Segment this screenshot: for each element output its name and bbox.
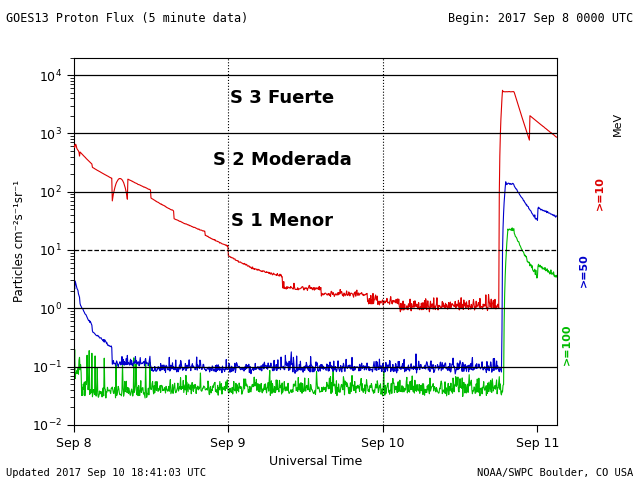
Y-axis label: Particles cm⁻²s⁻¹sr⁻¹: Particles cm⁻²s⁻¹sr⁻¹	[13, 180, 26, 302]
Text: >=50: >=50	[579, 254, 589, 288]
Text: NOAA/SWPC Boulder, CO USA: NOAA/SWPC Boulder, CO USA	[477, 468, 634, 478]
Text: Updated 2017 Sep 10 18:41:03 UTC: Updated 2017 Sep 10 18:41:03 UTC	[6, 468, 206, 478]
Text: MeV: MeV	[612, 112, 623, 136]
Text: GOES13 Proton Flux (5 minute data): GOES13 Proton Flux (5 minute data)	[6, 12, 249, 25]
Text: Begin: 2017 Sep 8 0000 UTC: Begin: 2017 Sep 8 0000 UTC	[449, 12, 634, 25]
Text: S 1 Menor: S 1 Menor	[231, 212, 333, 229]
Text: >=10: >=10	[595, 177, 605, 210]
X-axis label: Universal Time: Universal Time	[269, 455, 362, 468]
Text: S 3 Fuerte: S 3 Fuerte	[230, 89, 335, 108]
Text: >=100: >=100	[562, 323, 572, 365]
Text: S 2 Moderada: S 2 Moderada	[213, 151, 352, 169]
